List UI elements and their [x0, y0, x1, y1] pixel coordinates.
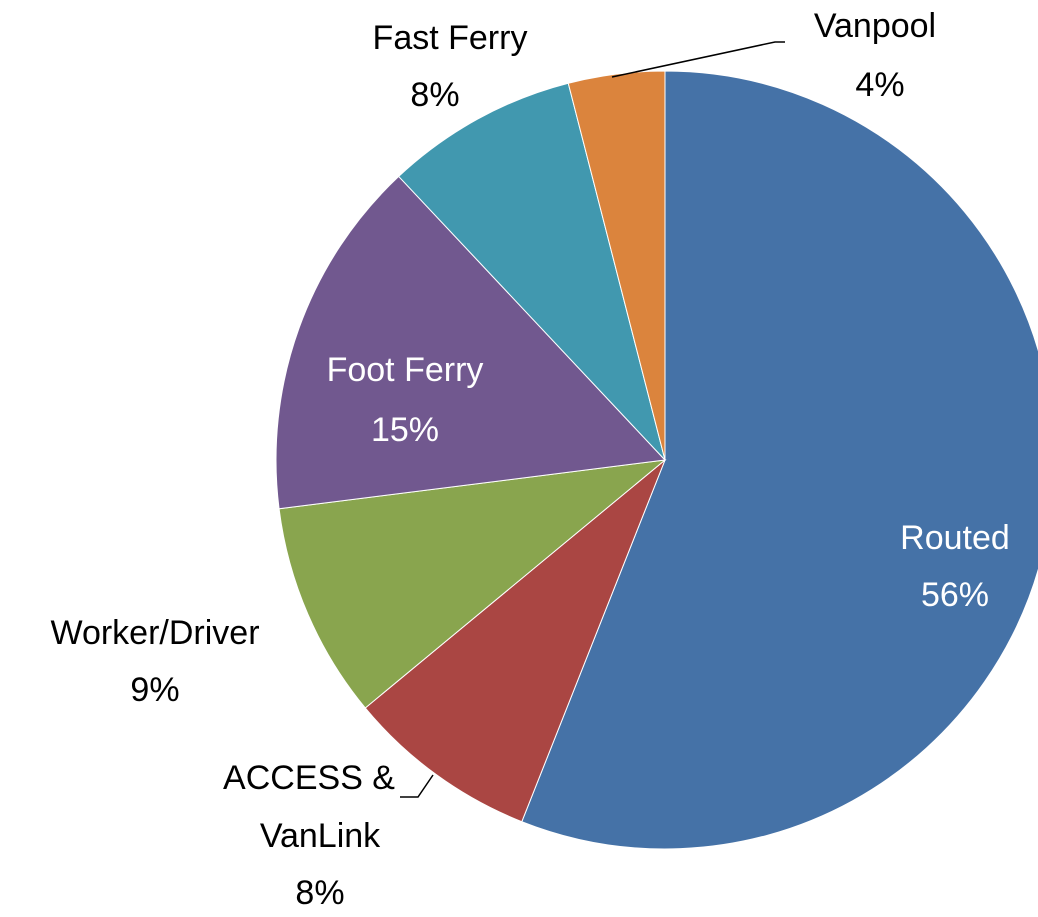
- slice-percent: 4%: [855, 66, 904, 104]
- pie-slice: [521, 70, 1038, 850]
- label-line: ACCESS &: [223, 759, 395, 797]
- pie-slice: [398, 82, 666, 461]
- slice-percent: 15%: [371, 411, 439, 449]
- pie-slice: [278, 459, 667, 709]
- pie-slice: [567, 70, 666, 461]
- slice-label: Worker/Driver: [50, 614, 259, 652]
- slice-label: ACCESS & VanLink: [223, 759, 395, 855]
- slice-label: Vanpool: [814, 7, 936, 45]
- slice-label: Routed: [900, 519, 1010, 557]
- pie-slice: [364, 459, 666, 823]
- slice-label: Fast Ferry: [373, 19, 528, 57]
- slice-percent: 56%: [921, 576, 989, 614]
- label-line: VanLink: [260, 817, 381, 855]
- slice-percent: 9%: [130, 671, 179, 709]
- slice-percent: 8%: [410, 76, 459, 114]
- slice-percent: 8%: [295, 874, 344, 912]
- leader-line: [400, 774, 434, 798]
- pie-slice: [275, 175, 667, 510]
- slice-label: Foot Ferry: [327, 351, 484, 389]
- leader-line: [611, 41, 785, 78]
